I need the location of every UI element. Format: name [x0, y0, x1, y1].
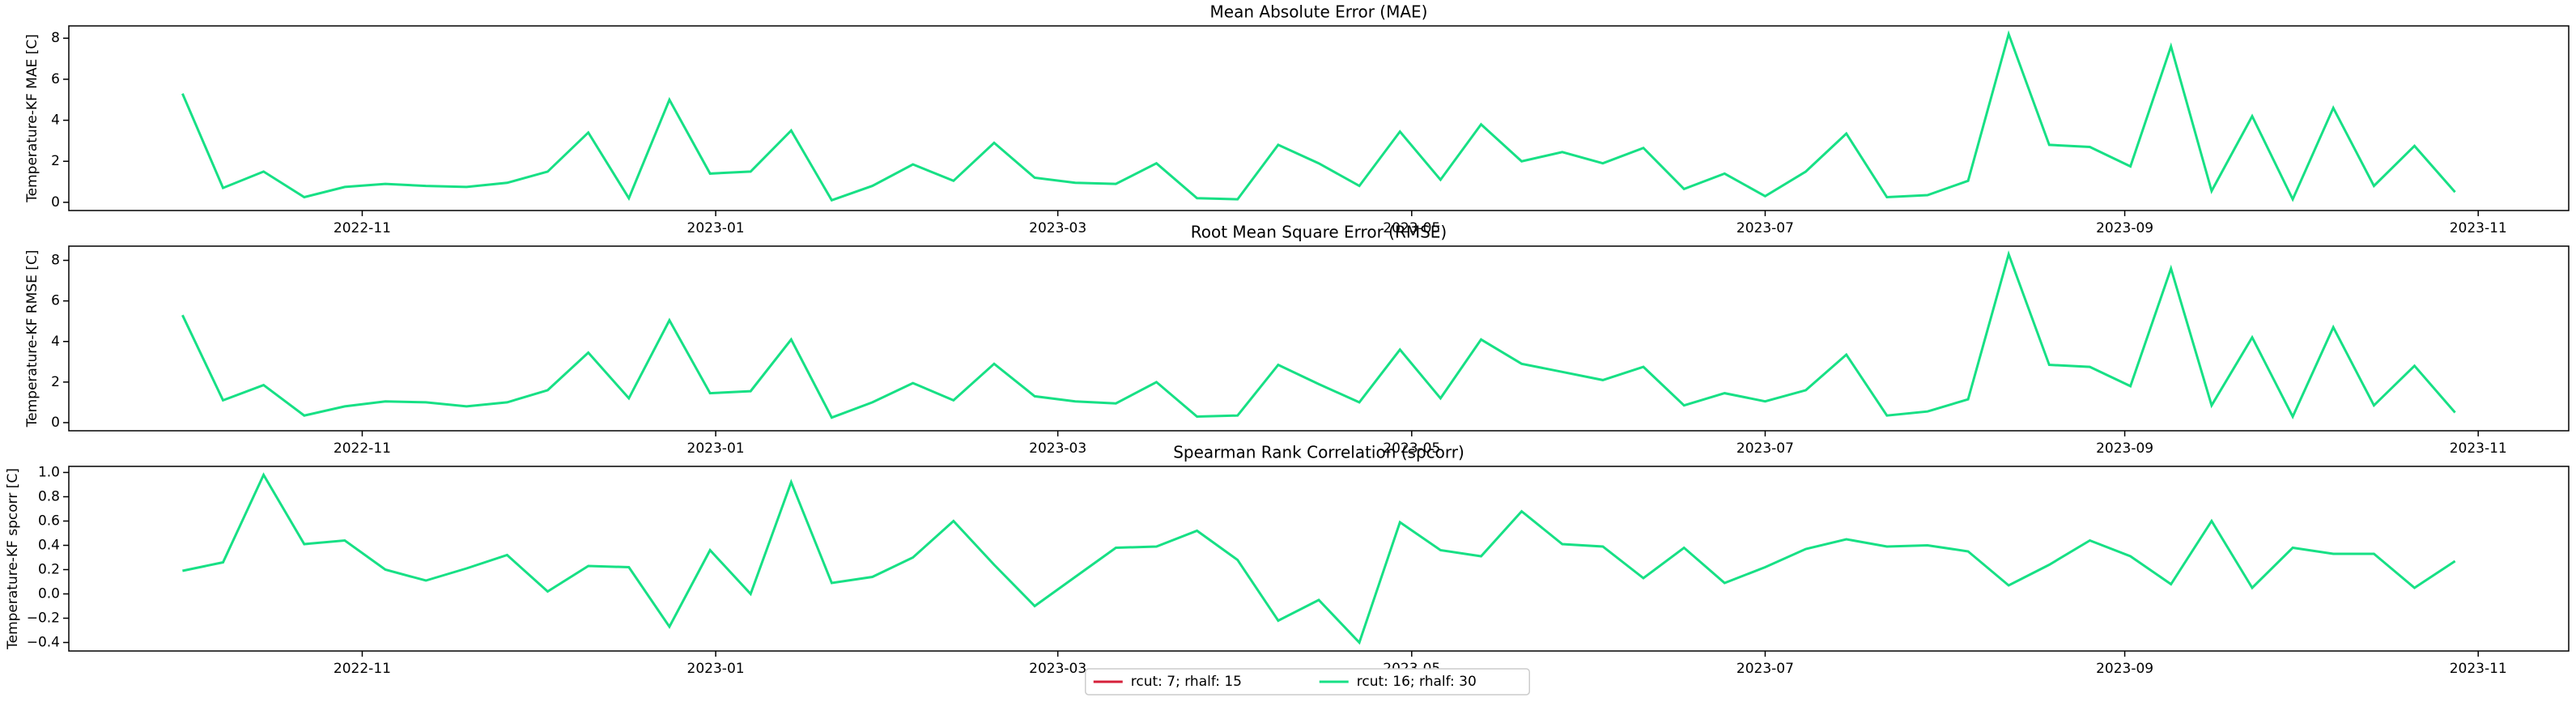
x-tick-label: 2023-01	[687, 440, 745, 457]
y-tick-label: −0.4	[27, 635, 60, 651]
axes-frame	[68, 245, 2570, 432]
y-tick-label: 0.6	[38, 513, 60, 530]
y-axis-label: Temperature-KF MAE [C]	[24, 34, 40, 203]
y-tick-label: 6	[51, 71, 60, 87]
x-tick-label: 2023-11	[2450, 661, 2507, 677]
y-tick-label: 2	[51, 374, 60, 390]
y-tick-label: 0.8	[38, 489, 60, 505]
legend-label: rcut: 16; rhalf: 30	[1357, 674, 1477, 690]
axes-frame	[68, 25, 2570, 211]
y-axis-label: Temperature-KF RMSE [C]	[24, 250, 40, 428]
x-tick-label: 2023-03	[1029, 440, 1086, 457]
y-tick-label: 0.0	[38, 586, 60, 602]
y-tick-label: 8	[51, 30, 60, 46]
x-tick-label: 2023-09	[2096, 661, 2153, 677]
x-tick-label: 2023-09	[2096, 440, 2153, 457]
x-tick-label: 2022-11	[334, 440, 391, 457]
x-tick-label: 2023-11	[2450, 440, 2507, 457]
y-tick-label: 0.4	[38, 538, 60, 554]
y-axis-label: Temperature-KF spcorr [C]	[5, 468, 21, 650]
x-tick-label: 2022-11	[334, 220, 391, 236]
x-tick-label: 2023-07	[1736, 661, 1794, 677]
y-tick-label: 2	[51, 153, 60, 169]
x-tick-label: 2023-01	[687, 220, 745, 236]
series-line	[182, 472, 2456, 645]
x-tick-label: 2023-03	[1029, 661, 1086, 677]
y-tick-label: 6	[51, 293, 60, 309]
x-tick-label: 2023-11	[2450, 220, 2507, 236]
series-line	[181, 250, 2456, 419]
legend-box	[1085, 668, 1530, 696]
y-tick-label: 8	[51, 253, 60, 269]
x-tick-label: 2023-05	[1383, 220, 1440, 236]
y-tick-label: 0	[51, 194, 60, 211]
y-tick-label: 4	[51, 113, 60, 129]
x-tick-label: 2023-05	[1383, 440, 1440, 457]
legend-label: rcut: 7; rhalf: 15	[1131, 674, 1242, 690]
axes-frame	[68, 466, 2570, 652]
chart-title: Mean Absolute Error (MAE)	[1210, 2, 1428, 22]
x-tick-label: 2023-03	[1029, 220, 1086, 236]
chart-title: Root Mean Square Error (RMSE)	[1191, 223, 1447, 242]
y-tick-label: 0	[51, 415, 60, 431]
x-tick-label: 2022-11	[334, 661, 391, 677]
y-tick-label: 0.2	[38, 562, 60, 578]
x-tick-label: 2023-07	[1736, 220, 1794, 236]
series-line	[181, 30, 2456, 202]
x-tick-label: 2023-07	[1736, 440, 1794, 457]
chart-title: Spearman Rank Correlation (spcorr)	[1173, 443, 1464, 462]
x-tick-label: 2023-09	[2096, 220, 2153, 236]
y-tick-label: 1.0	[38, 465, 60, 481]
y-tick-label: −0.2	[27, 611, 60, 627]
y-tick-label: 4	[51, 334, 60, 350]
x-tick-label: 2023-01	[687, 661, 745, 677]
